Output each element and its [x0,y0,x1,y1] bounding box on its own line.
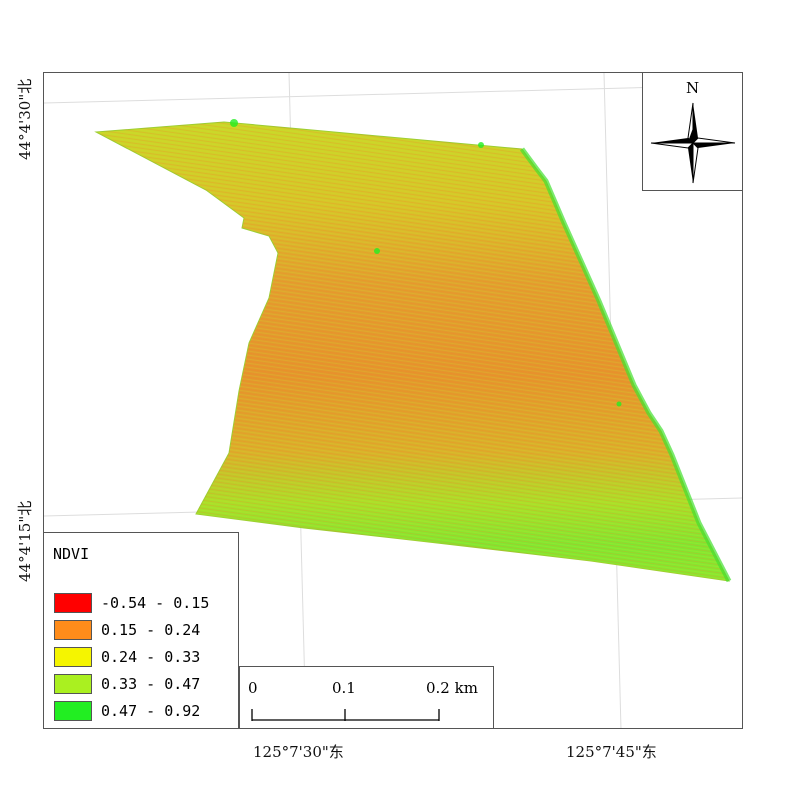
north-arrow-icon [650,102,736,184]
longitude-label-right: 125°7'45"东 [566,743,657,761]
legend-label: -0.54 - 0.15 [101,594,210,612]
legend-title: NDVI [53,545,90,563]
legend-swatch [54,620,92,640]
field-texture [96,122,729,581]
scale-label: 0 [248,679,258,697]
legend-label: 0.33 - 0.47 [101,675,201,693]
scale-label: 0.1 [332,679,356,697]
north-label: N [685,79,700,97]
legend-item: 0.33 - 0.47 [54,674,234,696]
legend-swatch [54,593,92,613]
legend-item: 0.15 - 0.24 [54,620,234,642]
latitude-label-top: 44°4'30"北 [16,78,34,160]
legend-label: 0.15 - 0.24 [101,621,201,639]
graticule-line [44,84,742,104]
scale-bar: 0 0.1 0.2 km [239,666,494,729]
legend-label: 0.24 - 0.33 [101,648,201,666]
scale-label: 0.2 km [426,679,478,697]
legend-swatch [54,701,92,721]
vegetation-patch [374,248,380,254]
legend-item: -0.54 - 0.15 [54,593,234,615]
legend: NDVI -0.54 - 0.15 0.15 - 0.24 0.24 - 0.3… [43,532,239,729]
vegetation-patch [616,401,622,407]
latitude-label-bottom: 44°4'15"北 [16,500,34,582]
legend-item: 0.24 - 0.33 [54,647,234,669]
scale-bar-line [251,709,440,721]
vegetation-patch [230,119,238,127]
legend-swatch [54,647,92,667]
longitude-label-left: 125°7'30"东 [253,743,344,761]
north-arrow-box: N [642,72,743,191]
legend-swatch [54,674,92,694]
ndvi-map [44,73,742,728]
field-edge-green [519,147,732,583]
legend-label: 0.47 - 0.92 [101,702,201,720]
vegetation-patch [478,142,484,148]
legend-item: 0.47 - 0.92 [54,701,234,723]
